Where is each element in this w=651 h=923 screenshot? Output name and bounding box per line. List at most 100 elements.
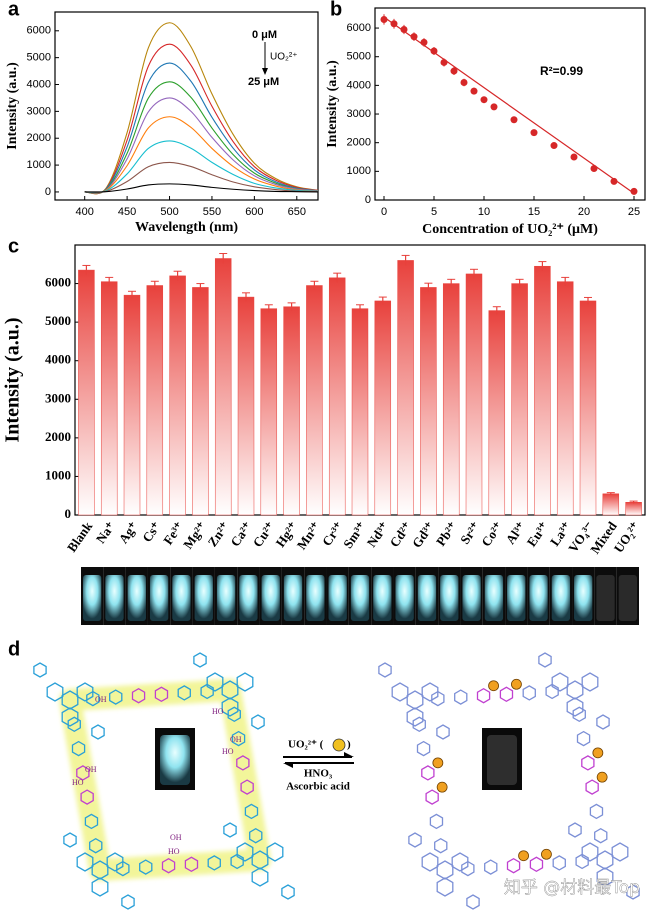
ring bbox=[572, 706, 586, 723]
data-point bbox=[400, 25, 408, 33]
ring bbox=[231, 730, 246, 747]
vial-glow bbox=[160, 735, 190, 785]
ring bbox=[429, 813, 444, 830]
vial-glow bbox=[194, 575, 213, 621]
ring bbox=[408, 832, 422, 848]
uranyl-icon bbox=[541, 848, 552, 860]
ring bbox=[436, 877, 454, 897]
ring bbox=[596, 850, 614, 870]
ring bbox=[251, 714, 265, 730]
vial-glow bbox=[328, 575, 347, 621]
ring bbox=[626, 884, 640, 900]
x-tick-label: Sr²⁺ bbox=[457, 519, 483, 547]
y-axis-label: Intensity (a.u.) bbox=[325, 60, 340, 148]
bar bbox=[534, 265, 551, 516]
vial-glow bbox=[373, 575, 392, 621]
y-tick-label: 0 bbox=[45, 186, 51, 198]
ring bbox=[589, 803, 604, 820]
vial-glow bbox=[395, 575, 414, 621]
bar bbox=[78, 269, 95, 516]
ring bbox=[421, 682, 439, 702]
data-point bbox=[550, 142, 558, 150]
y-tick-label: 4000 bbox=[27, 78, 51, 90]
data-point bbox=[530, 129, 538, 137]
plot-frame bbox=[54, 11, 319, 201]
bar bbox=[397, 260, 414, 516]
vial-glow bbox=[507, 575, 526, 621]
ring bbox=[594, 827, 608, 844]
ring bbox=[249, 827, 263, 844]
spectrum-line bbox=[84, 81, 319, 194]
x-tick-label: UO₂²⁺ bbox=[611, 519, 643, 556]
spectrum-line bbox=[84, 140, 319, 194]
ring bbox=[230, 853, 244, 870]
data-point bbox=[430, 47, 438, 55]
data-point bbox=[440, 58, 448, 66]
ring bbox=[89, 837, 103, 854]
panel-label: a bbox=[8, 0, 20, 20]
bar bbox=[123, 294, 141, 516]
bar bbox=[328, 277, 346, 516]
y-tick-label: 2000 bbox=[45, 429, 71, 444]
ring bbox=[67, 716, 81, 733]
y-tick-label: 2000 bbox=[347, 137, 371, 149]
ring bbox=[244, 803, 259, 820]
panel-label: c bbox=[8, 235, 19, 257]
ring bbox=[499, 686, 514, 703]
ring bbox=[596, 714, 610, 730]
uranyl-icon bbox=[592, 747, 604, 759]
arrow-label: HNO₃ bbox=[304, 768, 333, 780]
oh-label: HO bbox=[168, 847, 180, 856]
ring bbox=[221, 697, 239, 717]
y-tick-label: 6000 bbox=[347, 22, 371, 34]
y-tick-label: 3000 bbox=[45, 390, 71, 405]
y-tick-label: 5000 bbox=[45, 313, 71, 328]
data-point bbox=[590, 164, 598, 172]
y-tick-label: 0 bbox=[365, 194, 371, 206]
data-point bbox=[470, 87, 478, 95]
annotation-arrowhead bbox=[262, 68, 268, 75]
ring bbox=[576, 730, 591, 747]
ring bbox=[529, 856, 544, 873]
panel-label: b bbox=[330, 0, 342, 20]
bar bbox=[146, 285, 164, 516]
data-point bbox=[630, 187, 638, 195]
y-tick-label: 6000 bbox=[27, 25, 51, 37]
y-tick-label: 5000 bbox=[347, 51, 371, 63]
ring bbox=[421, 852, 439, 872]
oh-label: OH bbox=[230, 735, 242, 744]
x-tick-label: Zn²⁺ bbox=[205, 519, 233, 550]
x-tick-label: Cs⁺ bbox=[139, 519, 164, 545]
oh-label: OH bbox=[95, 695, 107, 704]
ring bbox=[121, 894, 135, 910]
bar bbox=[602, 493, 620, 516]
vial-glow bbox=[239, 575, 258, 621]
x-tick-label: 5 bbox=[431, 206, 437, 218]
ring bbox=[223, 822, 237, 838]
vial-glow bbox=[551, 575, 571, 621]
bar bbox=[237, 296, 255, 516]
ring bbox=[266, 842, 284, 862]
ring bbox=[466, 894, 480, 910]
annotation: UO₂²⁺ bbox=[270, 52, 298, 63]
uranyl-icon bbox=[488, 680, 499, 692]
oh-label: OH bbox=[85, 765, 97, 774]
ring bbox=[106, 852, 124, 872]
x-tick-label: Al³⁺ bbox=[503, 519, 529, 547]
ring bbox=[568, 822, 582, 838]
uranyl-icon bbox=[436, 781, 448, 793]
y-tick-label: 6000 bbox=[45, 275, 71, 290]
spectrum-line bbox=[84, 22, 319, 195]
x-tick-label: Na⁺ bbox=[93, 519, 118, 546]
x-tick-label: Ag⁺ bbox=[116, 519, 141, 546]
data-point bbox=[380, 15, 388, 23]
x-tick-label: 650 bbox=[288, 206, 306, 218]
ring bbox=[206, 672, 224, 692]
uranyl-icon bbox=[432, 757, 444, 769]
ring bbox=[236, 672, 254, 692]
data-point bbox=[510, 116, 518, 124]
ring bbox=[91, 877, 109, 897]
y-tick-label: 4000 bbox=[45, 352, 71, 367]
x-tick-label: Eu³⁺ bbox=[524, 519, 552, 550]
